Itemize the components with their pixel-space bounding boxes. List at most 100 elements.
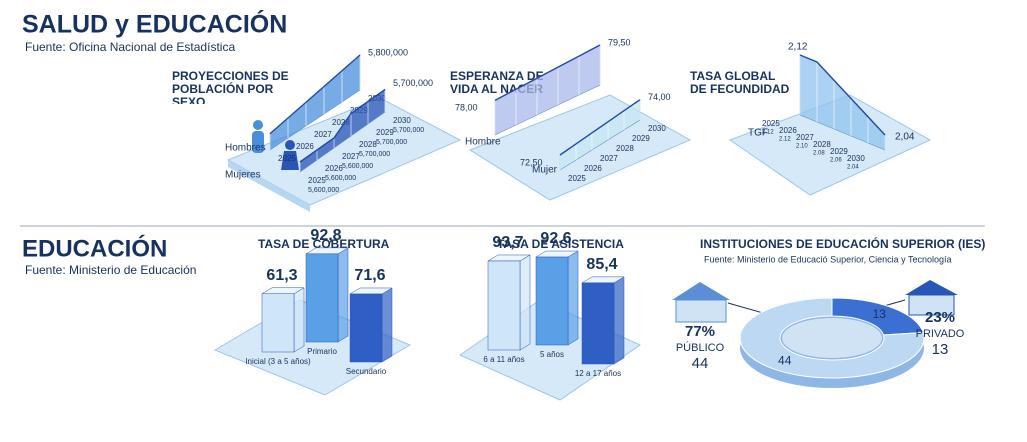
chart-title: TASA GLOBAL DE FECUNDIDAD — [690, 70, 790, 96]
x-label: 2028 — [359, 140, 377, 149]
value-label: 2.12 — [762, 130, 774, 136]
category-label: Secundario — [346, 367, 387, 376]
category-label: Primario — [307, 347, 337, 356]
x-label: 2029 — [830, 147, 848, 156]
chart-subtitle: Fuente: Ministerio de Educació Superior,… — [704, 254, 951, 264]
section-source: Fuente: Ministerio de Educación — [25, 263, 196, 277]
bar — [305, 253, 339, 343]
series-line — [799, 54, 886, 136]
category-label: 5 años — [540, 350, 564, 359]
count-label: 44 — [692, 355, 709, 372]
segment-label: 13 — [873, 307, 887, 321]
bar-side — [337, 247, 349, 343]
value-label: 5,700,000 — [393, 127, 424, 134]
x-label: 2030 — [648, 124, 666, 133]
percentage-label: 23% — [925, 309, 955, 326]
value-label: 2.04 — [847, 165, 859, 171]
section-title: EDUCACIÓN — [22, 234, 167, 262]
series-line — [269, 54, 361, 135]
x-label: 2026 — [296, 142, 314, 151]
x-label: 2029 — [632, 134, 650, 143]
chart-title: TASA GLOBAL DE FECUNDIDAD — [690, 70, 790, 96]
legend-label: TGF — [748, 128, 768, 139]
bar-side — [381, 287, 393, 363]
segment-label: 44 — [778, 354, 792, 368]
icon-building — [672, 282, 730, 323]
x-label: 2030 — [393, 116, 411, 125]
value-label: 2.06 — [830, 158, 842, 164]
value-label: 79,50 — [608, 37, 631, 47]
x-label: 2025 — [568, 174, 586, 183]
x-label: 2026 — [325, 164, 343, 173]
value-label: 93,7 — [492, 234, 523, 251]
percentage-label: 77% — [685, 323, 715, 340]
bar — [261, 293, 295, 353]
legend-label: Mujeres — [225, 170, 261, 181]
chart-title: PROYECCIONES DE POBLACIÓN POR SEXO — [172, 70, 289, 104]
value-label: 5,600,000 — [342, 163, 373, 170]
value-label: 78,00 — [455, 103, 478, 113]
count-label: 13 — [932, 341, 949, 358]
x-label: 2027 — [796, 133, 814, 142]
legend-label: Hombre — [465, 137, 501, 148]
value-label: 71,6 — [354, 267, 385, 284]
x-label: 2030 — [847, 154, 865, 163]
annotation: 2,12 — [788, 42, 808, 53]
category-label: 6 a 11 años — [483, 355, 524, 364]
x-label: 2028 — [813, 140, 831, 149]
category-label: PÚBLICO — [676, 341, 725, 354]
value-label: 5,700,000 — [376, 139, 407, 146]
annotation: 2,04 — [895, 132, 915, 143]
platform-side — [228, 160, 310, 212]
chart-title: TASA DE ASISTENCIA — [497, 237, 624, 251]
x-label: 2027 — [600, 154, 618, 163]
x-label: 2026 — [584, 164, 602, 173]
legend-label: Mujer — [532, 165, 558, 176]
value-label: 5,600,000 — [325, 175, 356, 182]
chart-title: INSTITUCIONES DE EDUCACIÓN SUPERIOR (IES… — [700, 236, 985, 251]
section-source: Fuente: Oficina Nacional de Estadística — [25, 40, 235, 54]
value-label: 92,6 — [540, 230, 571, 247]
value-label: 85,4 — [586, 256, 617, 273]
x-label: 2028 — [616, 144, 634, 153]
x-label: 2025 — [762, 119, 780, 128]
value-label: 2.10 — [796, 144, 808, 150]
series-line — [494, 44, 601, 101]
series-line — [559, 99, 641, 156]
chart-title: TASA DE COBERTURA — [258, 237, 390, 251]
x-label: 2028 — [332, 118, 350, 127]
x-label: 2025 — [308, 176, 326, 185]
series-line — [299, 88, 386, 163]
category-label: 12 a 17 años — [575, 369, 621, 378]
bar-side — [519, 254, 531, 351]
chart-title: PROYECCIONES DE POBLACIÓN POR SEXO — [172, 70, 289, 104]
icon-man — [253, 120, 263, 130]
bar — [581, 282, 615, 365]
category-label: Inicial (3 a 5 años) — [245, 357, 311, 366]
value-label: 5,700,000 — [393, 78, 433, 88]
value-label: 2.12 — [779, 137, 791, 143]
icon-woman — [281, 151, 299, 170]
icon-man — [252, 131, 264, 153]
value-label: 61,3 — [266, 267, 297, 284]
bar — [487, 260, 521, 351]
value-label: 5,600,000 — [308, 187, 339, 194]
x-label: 2026 — [779, 126, 797, 135]
donut-hole — [782, 318, 882, 358]
bar-side — [567, 250, 579, 346]
icon-building — [905, 280, 958, 316]
value-label: 72,50 — [520, 157, 543, 167]
value-label: 5,800,000 — [368, 47, 408, 57]
bar-side — [613, 276, 625, 365]
value-label: 5,700,000 — [359, 151, 390, 158]
x-label: 2025 — [278, 154, 296, 163]
category-label: PRIVADO — [916, 328, 965, 340]
x-label: 2027 — [342, 152, 360, 161]
x-label: 2027 — [314, 130, 332, 139]
section-title: SALUD y EDUCACIÓN — [22, 9, 287, 39]
donut-segment — [739, 297, 925, 379]
value-label: 2.08 — [813, 151, 825, 157]
legend-label: Hombres — [225, 143, 266, 154]
bar-side — [293, 287, 305, 353]
